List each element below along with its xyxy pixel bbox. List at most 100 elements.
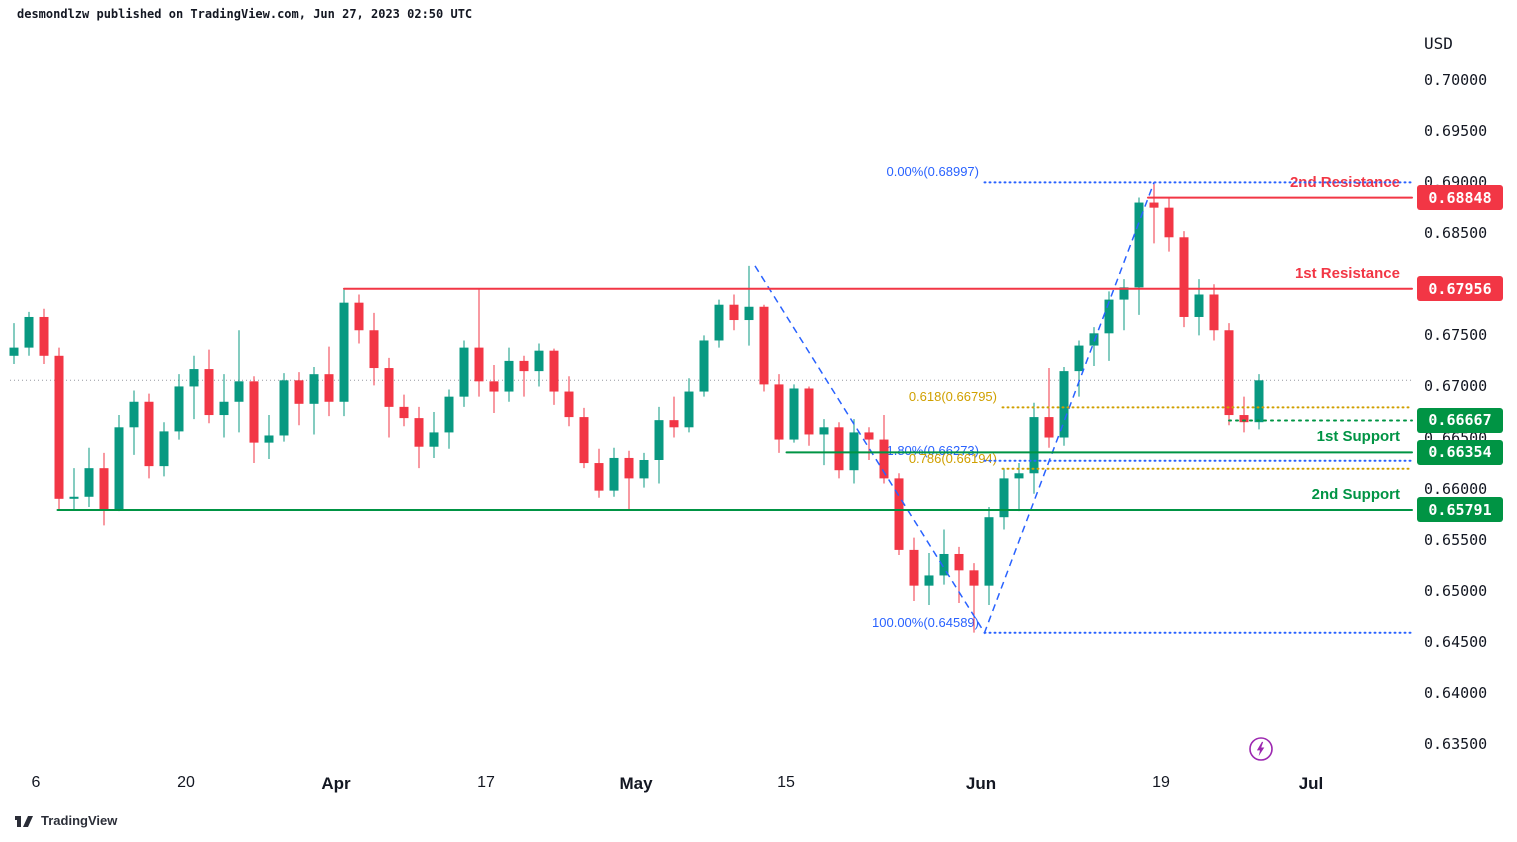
candle-body [564, 391, 574, 418]
price-tick: 0.67500 [1424, 326, 1488, 345]
candle-body [69, 496, 79, 499]
candle-body [369, 330, 379, 369]
candle-body [954, 553, 964, 571]
candle-body [624, 457, 634, 479]
fib-level-label: 0.786(0.66194) [908, 450, 997, 466]
candle-body [249, 381, 259, 443]
candle-body [1209, 294, 1219, 331]
price-tick: 0.63500 [1424, 735, 1488, 753]
tradingview-watermark[interactable]: TradingView [15, 813, 117, 828]
time-label-6: 6 [31, 774, 41, 791]
candle-body [579, 417, 589, 464]
tradingview-logo-text: TradingView [41, 813, 118, 828]
price-tick: 0.68500 [1424, 224, 1488, 243]
tradingview-logo-icon [15, 815, 33, 827]
candle-body [1194, 294, 1204, 317]
candle-body [309, 374, 319, 404]
candle-body [354, 302, 364, 331]
candle-body [774, 384, 784, 440]
candle-body [159, 431, 169, 467]
time-label-20: 20 [177, 774, 195, 791]
time-axis[interactable]: 6 20 Apr 17 May 15 Jun 19 Jul [0, 768, 1413, 812]
time-label-apr: Apr [321, 774, 351, 793]
candle-body [189, 369, 199, 387]
candle-body [1224, 330, 1234, 416]
first-resistance-badge: 0.67956 [1417, 276, 1503, 302]
candle-body [849, 432, 859, 471]
fib-level-label: 0.00%(0.68997) [886, 164, 979, 180]
candle-body [804, 388, 814, 435]
price-tick: 0.66000 [1424, 479, 1488, 498]
candle-body [1089, 333, 1099, 346]
first-support-badge: 0.66354 [1417, 439, 1503, 465]
candle-body [984, 517, 994, 586]
candle-body [924, 575, 934, 586]
candle-body [474, 347, 484, 382]
candle-body [414, 418, 424, 447]
candle-body [1014, 473, 1024, 479]
candle-body [294, 380, 304, 404]
price-tick: 0.70000 [1424, 70, 1488, 89]
candle-body [324, 374, 334, 402]
candle-body [639, 459, 649, 479]
candle-body [489, 381, 499, 392]
candle-body [789, 388, 799, 440]
candle-body [54, 355, 64, 499]
candle-body [24, 316, 34, 348]
candle-body [609, 457, 619, 491]
candle-body [144, 401, 154, 467]
candle-body [459, 347, 469, 397]
price-tick: 0.65500 [1424, 530, 1488, 549]
price-axis[interactable]: USD 0.700000.695000.690000.685000.680000… [1413, 0, 1517, 842]
candle-body [894, 478, 904, 550]
publish-header: desmondlzw published on TradingView.com,… [17, 7, 473, 21]
candle-body [1104, 299, 1114, 334]
candle-body [684, 391, 694, 428]
candle-body [909, 549, 919, 586]
price-tick: 0.69500 [1424, 122, 1488, 141]
candle-body [444, 396, 454, 433]
time-label-15: 15 [777, 774, 795, 791]
price-level-66667-badge: 0.66667 [1417, 407, 1503, 433]
candle-body [174, 386, 184, 432]
candle-body [699, 340, 709, 392]
candle-body [264, 435, 274, 443]
time-label-jul: Jul [1298, 774, 1324, 793]
time-label-jun: Jun [965, 774, 997, 793]
fib-level-label: 0.618(0.66795) [908, 389, 997, 405]
candle-body [549, 350, 559, 392]
price-tick: 0.67000 [1424, 377, 1488, 396]
candle-body [1119, 287, 1129, 300]
time-label-may: May [619, 774, 653, 793]
candle-body [999, 478, 1009, 518]
candle-body [429, 432, 439, 447]
second-resistance-badge: 0.68848 [1417, 185, 1503, 211]
candle-body [819, 427, 829, 435]
candle-body [129, 401, 139, 428]
fib-level-label: 100.00%(0.64589) [872, 614, 979, 630]
candle-body [654, 420, 664, 460]
lightning-icon[interactable] [1248, 736, 1274, 762]
candle-body [234, 381, 244, 402]
candle-body [1029, 417, 1039, 474]
candle-body [204, 369, 214, 416]
candle-body [1254, 380, 1264, 423]
candle-body [879, 439, 889, 479]
price-tick: 0.64000 [1424, 683, 1488, 702]
candle-body [39, 316, 49, 356]
candle-body [84, 468, 94, 497]
candle-body [1059, 371, 1069, 438]
candle-body [744, 306, 754, 321]
candle-body [1044, 417, 1054, 438]
candle-body [339, 302, 349, 402]
candle-body [9, 347, 19, 356]
candle-body [219, 401, 229, 416]
time-label-19: 19 [1152, 774, 1170, 791]
candle-body [384, 368, 394, 407]
candle-body [669, 420, 679, 428]
fib-level-label: 61.80%(0.66273) [879, 442, 979, 458]
candle-body [969, 570, 979, 586]
candle-body [1164, 207, 1174, 238]
